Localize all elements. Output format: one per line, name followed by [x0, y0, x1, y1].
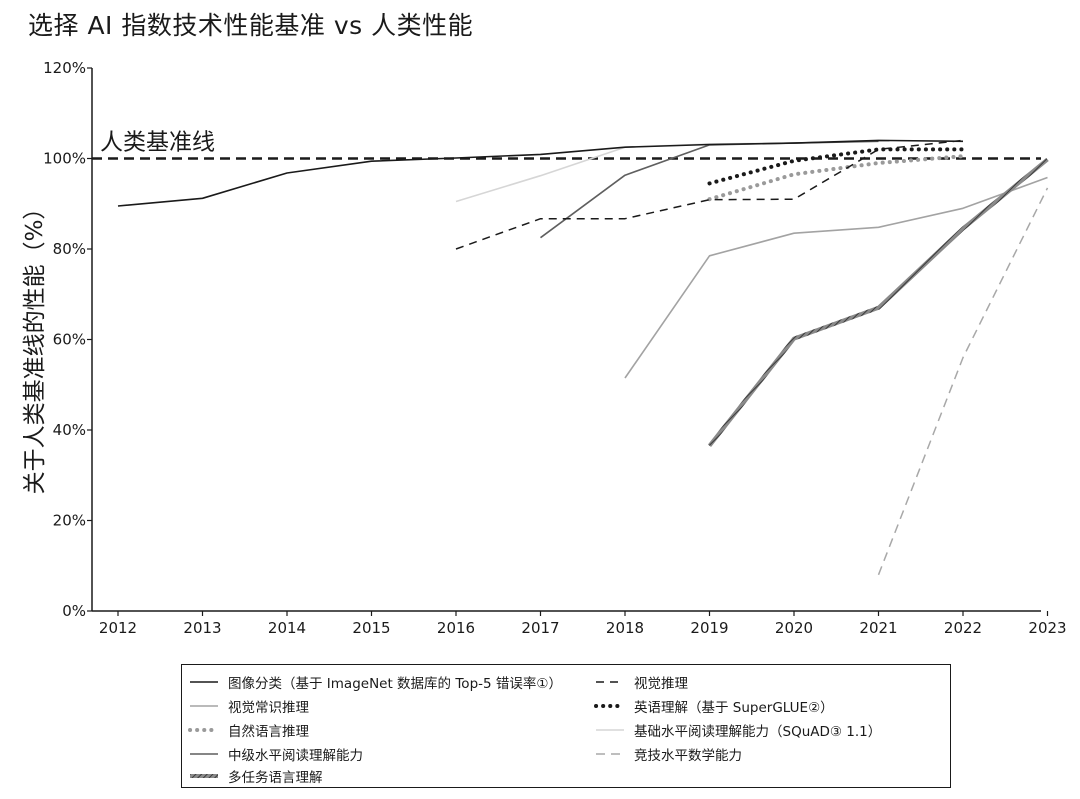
y-tick-label: 0% [62, 602, 86, 620]
x-tick-label: 2020 [775, 619, 813, 637]
legend-label: 视觉推理 [634, 676, 688, 692]
x-tick-label: 2016 [437, 619, 475, 637]
series-4-line [707, 154, 965, 202]
x-tick-label: 2019 [690, 619, 728, 637]
series-5-line [455, 140, 879, 203]
labels-layer: 0% 20% 40% 60% 80% 100% 120% 2012 2013 2014 2015 20… [22, 59, 1067, 637]
line-chart: 0% 20% 40% 60% 80% 100% 120% 2012 2013 2014 2015 20… [22, 59, 1067, 637]
y-tick-label: 20% [53, 512, 86, 530]
legend-item: 中级水平阅读理解能力 [188, 743, 363, 765]
legend-item: 基础水平阅读理解能力（SQuAD③ 1.1） [594, 719, 881, 741]
legend-label: 自然语言推理 [228, 724, 309, 740]
series-7-line [877, 187, 1049, 576]
legend-swatch [596, 729, 624, 731]
y-tick-label: 120% [43, 59, 86, 77]
legend-item: 图像分类（基于 ImageNet 数据库的 Top-5 错误率①） [188, 671, 562, 693]
y-axis-title: 关于人类基准线的性能（%） [22, 197, 48, 495]
legend-swatch [190, 705, 218, 707]
legend-label: 多任务语言理解 [228, 770, 323, 786]
legend-item: 英语理解（基于 SuperGLUE②） [594, 695, 834, 717]
series-1-line [455, 139, 964, 250]
x-tick-label: 2017 [521, 619, 559, 637]
legend-swatch [594, 704, 626, 708]
legend-swatch [188, 728, 220, 732]
series-layer [92, 139, 1049, 576]
x-tick-label: 2014 [268, 619, 306, 637]
legend-item: 视觉推理 [594, 671, 688, 693]
x-tick-label: 2023 [1028, 619, 1066, 637]
x-tick-label: 2015 [352, 619, 390, 637]
y-tick-label: 40% [53, 421, 86, 439]
series-2-line [624, 176, 1048, 379]
x-tick-label: 2013 [183, 619, 221, 637]
human-baseline-label: 人类基准线 [100, 130, 215, 156]
y-tick-label: 80% [53, 240, 86, 258]
legend-label: 竞技水平数学能力 [634, 748, 742, 764]
legend-label: 视觉常识推理 [228, 700, 309, 716]
y-tick-label: 60% [53, 331, 86, 349]
legend-label: 英语理解（基于 SuperGLUE②） [634, 700, 834, 716]
legend: 图像分类（基于 ImageNet 数据库的 Top-5 错误率①） 视觉推理视觉常… [181, 664, 951, 788]
x-tick-label: 2022 [944, 619, 982, 637]
legend-item: 视觉常识推理 [188, 695, 309, 717]
y-tick-label: 100% [43, 150, 86, 168]
x-tick-label: 2018 [606, 619, 644, 637]
legend-item: 多任务语言理解 [188, 765, 323, 787]
legend-swatch [596, 681, 624, 683]
legend-swatch [596, 753, 624, 755]
legend-item: 自然语言推理 [188, 719, 309, 741]
legend-label: 中级水平阅读理解能力 [228, 748, 363, 764]
legend-swatch [190, 681, 218, 683]
series-3-line [707, 147, 965, 186]
x-tick-label: 2021 [859, 619, 897, 637]
series-8-line [707, 157, 1049, 448]
legend-swatch [190, 774, 218, 778]
series-0-line [117, 139, 964, 207]
legend-label: 图像分类（基于 ImageNet 数据库的 Top-5 错误率①） [228, 676, 562, 692]
legend-item: 竞技水平数学能力 [594, 743, 742, 765]
chart-title: 选择 AI 指数技术性能基准 vs 人类性能 [28, 11, 474, 40]
legend-label: 基础水平阅读理解能力（SQuAD③ 1.1） [634, 724, 882, 740]
x-tick-label: 2012 [99, 619, 137, 637]
legend-swatch [190, 753, 218, 755]
